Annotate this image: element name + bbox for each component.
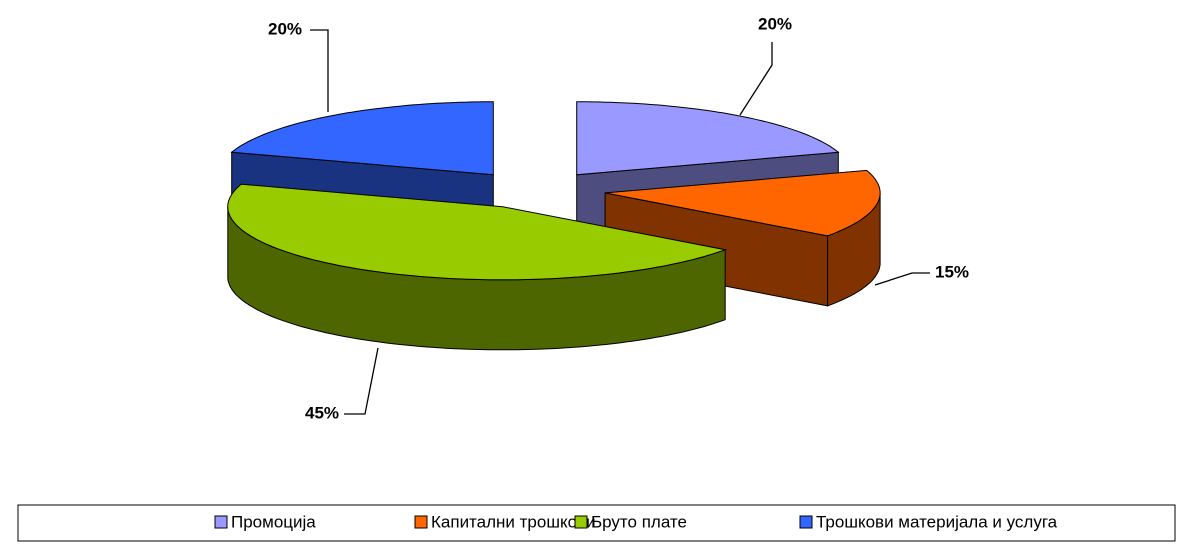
legend-swatch: [414, 515, 428, 529]
data-label: 20%: [758, 14, 792, 33]
slice: [227, 183, 728, 281]
data-label: 20%: [268, 19, 302, 38]
leader-line: [310, 29, 329, 112]
legend-swatch: [799, 515, 813, 529]
legend-label: Трошкови материјала и услуга: [816, 512, 1058, 531]
leader-line: [874, 272, 930, 286]
leader-line: [344, 347, 379, 415]
slice: [230, 101, 494, 176]
legend-swatch: [214, 515, 228, 529]
leader-line: [739, 42, 773, 116]
legend-label: Промоција: [231, 512, 316, 531]
legend-label: Бруто плате: [591, 512, 687, 531]
legend-label: Капитални трошкови: [431, 512, 596, 531]
data-label: 15%: [935, 262, 969, 281]
data-label: 45%: [305, 403, 339, 422]
slice: [605, 169, 881, 237]
legend-box: [17, 504, 1176, 542]
legend-swatch: [574, 515, 588, 529]
slice: [576, 101, 840, 176]
